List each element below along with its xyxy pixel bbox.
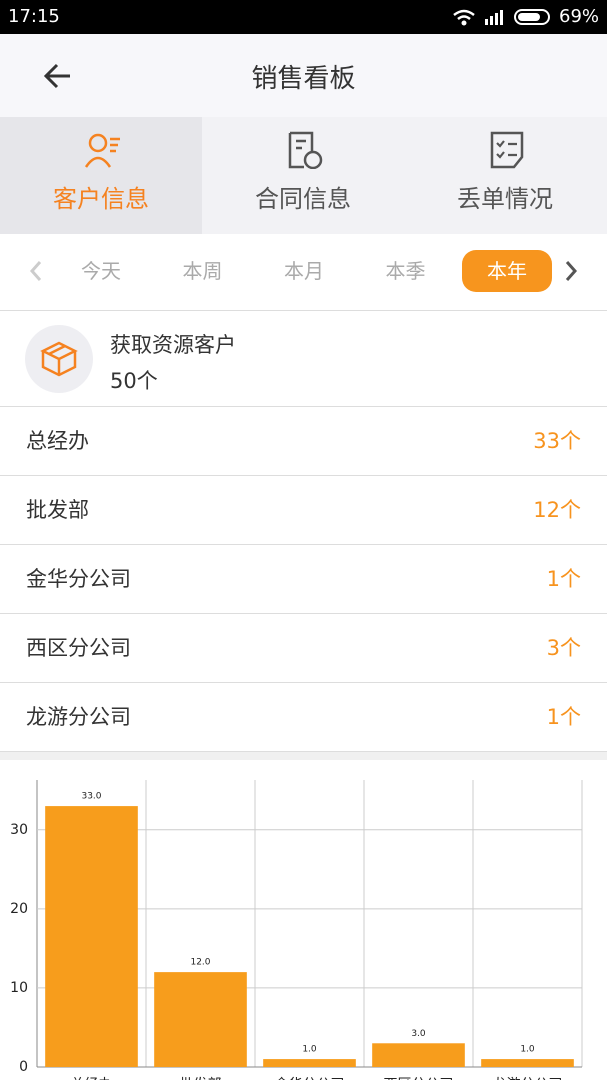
value-label: 33.0 [81,792,101,802]
tab-label: 丢单情况 [457,185,553,213]
value-label: 3.0 [411,1029,426,1039]
time: 17:15 [8,6,60,27]
x-tick-label: 总经办 [71,1077,113,1080]
x-tick-label: 批发部 [180,1077,222,1080]
chart: 0 10 20 30 总经办 33.0 批发部 12.0 金华分公司 1.0 西区分公司 3.0 龙游分… [10,780,583,1080]
tab-icon [288,131,323,169]
row-name: 总经办 [26,429,89,453]
x-tick-label: 西区分公司 [384,1077,454,1080]
battery: 69% [559,6,600,27]
y-tick-label: 0 [19,1059,28,1075]
row-value: 1个 [546,705,581,729]
tab[interactable]: 客户信息 [0,117,202,234]
tab[interactable]: 丢单情况 [404,117,606,234]
value-label: 1.0 [520,1045,535,1055]
row-value: 12个 [533,498,581,522]
y-tick-label: 10 [10,980,28,996]
row[interactable]: 总经办 33个 [0,407,607,476]
bar [372,1043,465,1067]
separator [0,752,607,760]
period[interactable]: 今天 [81,259,121,283]
tab-icon [490,131,524,169]
row-name: 龙游分公司 [26,705,131,729]
period[interactable]: 本季 [385,259,426,283]
tab-label: 客户信息 [53,185,149,213]
header: 销售看板 [0,34,607,117]
y-tick-label: 30 [10,822,28,838]
period[interactable]: 本月 [284,259,324,283]
x-tick-label: 金华分公司 [275,1077,345,1080]
row[interactable]: 龙游分公司 1个 [0,683,607,752]
row[interactable]: 批发部 12个 [0,476,607,545]
status-icons [453,9,550,26]
value-label: 1.0 [302,1045,317,1055]
row[interactable]: 金华分公司 1个 [0,545,607,614]
period[interactable]: 本年 [462,250,552,292]
row-name: 金华分公司 [26,567,131,591]
row[interactable]: 西区分公司 3个 [0,614,607,683]
prev-arrow[interactable] [28,260,44,282]
row-value: 33个 [533,429,581,453]
summary: 获取资源客户 50个 [0,311,607,407]
y-tick-label: 20 [10,901,28,917]
status-bar: 17:15 69% [0,0,607,34]
x-tick-label: 龙游分公司 [493,1077,563,1080]
back-button[interactable] [42,62,74,90]
bar [154,972,247,1067]
row-value: 3个 [546,636,581,660]
tab-bar: 客户信息 合同信息 丢单情况 [0,117,607,234]
summary-label: 获取资源客户 [110,333,236,357]
bar [481,1059,574,1067]
value-label: 12.0 [190,958,210,968]
row-value: 1个 [546,567,581,591]
row-name: 批发部 [26,498,89,522]
bar [45,806,138,1067]
tab-icon [84,133,120,168]
tab-label: 合同信息 [255,185,351,213]
next-arrow[interactable] [563,260,579,282]
tab[interactable]: 合同信息 [202,117,404,234]
row-name: 西区分公司 [26,636,131,660]
bar [263,1059,356,1067]
summary-value: 50个 [110,369,158,393]
summary-icon [25,325,93,393]
page-title: 销售看板 [251,64,356,94]
period-bar: 今天 本周 本月 本季 本年 [0,234,607,311]
period[interactable]: 本周 [182,259,223,283]
